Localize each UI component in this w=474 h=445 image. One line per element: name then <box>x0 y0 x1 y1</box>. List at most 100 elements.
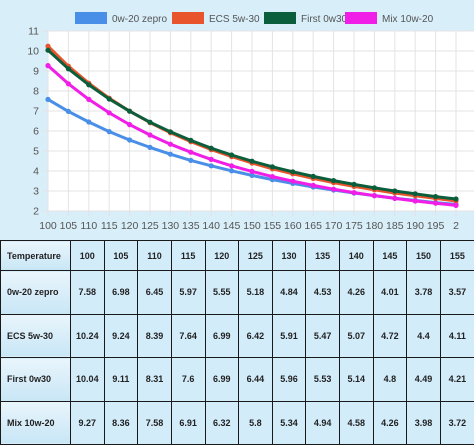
table-cell: 9.27 <box>70 400 105 445</box>
x-tick-label: 150 <box>243 220 261 232</box>
header-label: Temperature <box>0 240 71 271</box>
x-tick-label: 160 <box>284 220 302 232</box>
x-tick-label: 2 <box>453 220 459 232</box>
table-row: Mix 10w-20 9.27 8.36 7.58 6.91 6.32 5.8 … <box>0 400 474 445</box>
table-cell: 4.58 <box>339 400 374 445</box>
data-point <box>106 110 112 116</box>
data-point <box>45 96 51 102</box>
x-tick-label: 185 <box>386 220 404 232</box>
table-cell: 6.44 <box>238 357 273 402</box>
x-tick-label: 190 <box>406 220 424 232</box>
data-point <box>371 193 377 199</box>
table-cell: 7.58 <box>137 400 172 445</box>
data-point <box>453 196 459 202</box>
data-point <box>65 108 71 114</box>
data-point <box>290 169 296 175</box>
table-cell: 4.11 <box>439 313 474 358</box>
y-tick-label: 9 <box>33 66 39 78</box>
table-cell: 7.64 <box>170 313 206 358</box>
y-tick-label: 4 <box>33 166 39 178</box>
data-point <box>86 96 92 102</box>
table-cell: 7.6 <box>170 357 206 402</box>
table-cell: 6.42 <box>238 313 273 358</box>
y-tick-label: 8 <box>33 86 39 98</box>
data-point <box>269 174 275 180</box>
table-cell: 4.49 <box>406 357 441 402</box>
table-cell: 9.11 <box>103 357 139 402</box>
legend-swatch <box>264 12 296 24</box>
row-label: ECS 5w-30 <box>0 313 71 358</box>
legend-swatch <box>75 12 107 24</box>
column-header: 115 <box>170 240 206 271</box>
x-tick-label: 140 <box>202 220 220 232</box>
table-cell: 4.94 <box>305 400 340 445</box>
x-tick-label: 105 <box>60 220 78 232</box>
column-header: 130 <box>271 240 307 271</box>
table-cell: 5.14 <box>339 357 374 402</box>
legend-swatch <box>345 12 377 24</box>
data-point <box>310 173 316 179</box>
table-cell: 5.34 <box>271 400 307 445</box>
data-point <box>290 178 296 184</box>
plot-background <box>48 31 474 211</box>
data-point <box>188 157 194 163</box>
y-tick-label: 7 <box>33 106 39 118</box>
table-cell: 5.8 <box>238 400 273 445</box>
line-chart: 2 3 4 5 6 7 8 9 10 11 100 105 110 115 120 125 130 135 140 1… <box>27 12 474 232</box>
table-cell: 4.01 <box>372 270 408 315</box>
table-cell: 8.36 <box>103 400 139 445</box>
table-cell: 3.72 <box>439 400 474 445</box>
data-point <box>127 137 133 143</box>
legend-label: ECS 5w-30 <box>209 14 260 25</box>
data-point <box>208 156 214 162</box>
data-point <box>147 119 153 125</box>
data-point <box>269 164 275 170</box>
column-header: 140 <box>339 240 374 271</box>
column-header: 110 <box>137 240 172 271</box>
data-point <box>249 172 255 178</box>
x-tick-label: 195 <box>427 220 445 232</box>
data-point <box>65 66 71 72</box>
data-point <box>229 168 235 174</box>
table-cell: 4.4 <box>406 313 441 358</box>
data-point <box>45 47 51 53</box>
y-tick-label: 11 <box>28 26 39 38</box>
table-row: First 0w30 10.04 9.11 8.31 7.6 6.99 6.44… <box>0 357 474 402</box>
data-point <box>229 152 235 158</box>
data-point <box>412 191 418 197</box>
data-point <box>351 190 357 196</box>
x-tick-label: 120 <box>121 220 139 232</box>
table-cell: 5.47 <box>305 313 340 358</box>
data-point <box>65 81 71 87</box>
table-header-row: Temperature 100 105 110 115 120 125 130 … <box>0 240 474 271</box>
column-header: 145 <box>372 240 408 271</box>
data-point <box>147 132 153 138</box>
data-point <box>208 145 214 151</box>
data-point <box>371 185 377 191</box>
data-point <box>45 43 51 49</box>
y-tick-label: 10 <box>27 46 39 58</box>
table-cell: 5.91 <box>271 313 307 358</box>
data-point <box>45 63 51 69</box>
x-tick-label: 100 <box>39 220 57 232</box>
data-point <box>208 163 214 169</box>
table-cell: 5.97 <box>170 270 206 315</box>
x-tick-label: 170 <box>325 220 343 232</box>
x-tick-label: 125 <box>141 220 159 232</box>
data-point <box>453 202 459 208</box>
table-cell: 6.98 <box>103 270 139 315</box>
table-cell: 4.84 <box>271 270 307 315</box>
table-cell: 3.78 <box>406 270 441 315</box>
row-label: Mix 10w-20 <box>0 400 71 445</box>
table-cell: 5.18 <box>238 270 273 315</box>
table-cell: 4.72 <box>372 313 408 358</box>
x-tick-label: 135 <box>182 220 200 232</box>
data-point <box>167 151 173 157</box>
table-cell: 4.26 <box>372 400 408 445</box>
table-cell: 9.24 <box>103 313 139 358</box>
data-point <box>106 96 112 102</box>
column-header: 125 <box>238 240 273 271</box>
data-table: Temperature 100 105 110 115 120 125 130 … <box>0 240 474 445</box>
table-row: ECS 5w-30 10.24 9.24 8.39 7.64 6.99 6.42… <box>0 313 474 358</box>
data-point <box>331 178 337 184</box>
